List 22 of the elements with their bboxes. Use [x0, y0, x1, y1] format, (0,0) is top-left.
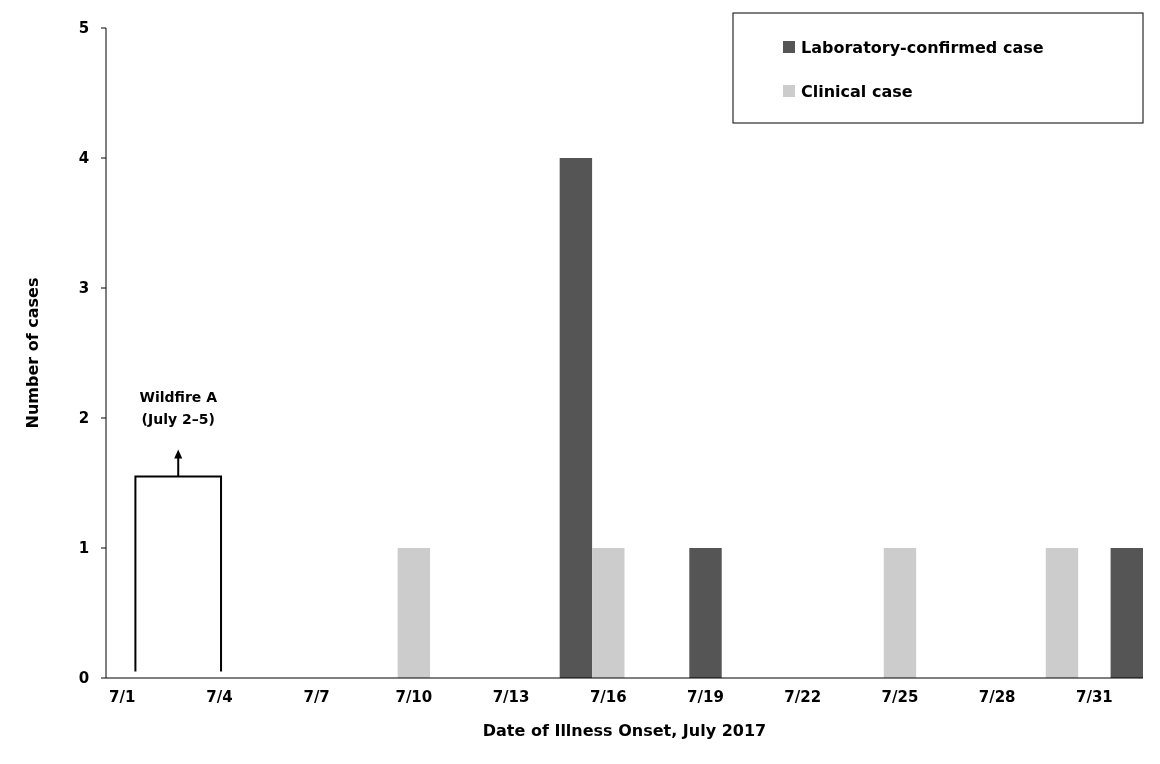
x-tick-label: 7/16 — [589, 688, 627, 706]
x-tick-label: 7/19 — [687, 688, 724, 706]
x-tick-label: 7/31 — [1075, 688, 1113, 706]
x-tick-label: 7/22 — [784, 688, 822, 706]
annotation: Wildfire A (July 2–5) — [139, 388, 218, 427]
y-tick-label: 3 — [78, 279, 90, 298]
x-tick-label: 7/4 — [206, 688, 233, 706]
y-tick-label: 4 — [78, 149, 90, 168]
x-tick-label: 7/10 — [395, 688, 433, 706]
y-tick-label: 0 — [78, 669, 90, 688]
x-tick-label: 7/7 — [303, 688, 330, 706]
legend-label: Clinical case — [801, 81, 913, 101]
x-tick-label: 7/28 — [978, 688, 1016, 706]
y-tick-label: 1 — [78, 539, 90, 558]
y-tick-label: 5 — [78, 19, 90, 38]
x-tick-label: 7/1 — [109, 688, 136, 706]
x-tick-label: 7/13 — [492, 688, 530, 706]
x-tick-label: 7/25 — [881, 688, 919, 706]
y-axis-title: Number of cases — [23, 277, 42, 429]
x-axis-title: Date of Illness Onset, July 2017 — [482, 721, 767, 740]
legend-label: Laboratory-confirmed case — [801, 37, 1044, 57]
y-tick-label: 2 — [78, 409, 90, 428]
